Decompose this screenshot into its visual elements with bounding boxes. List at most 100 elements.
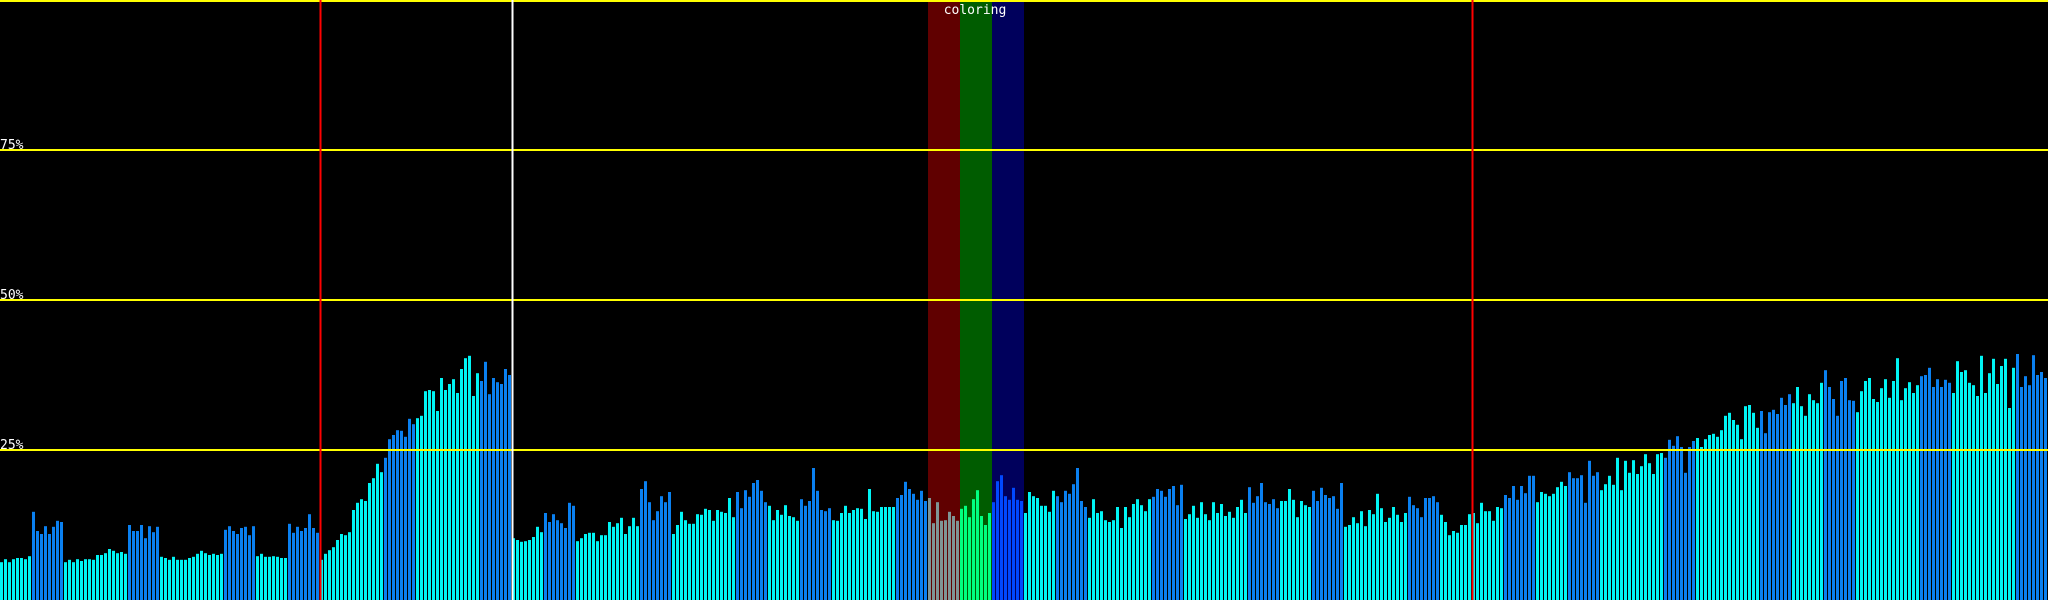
bar bbox=[1520, 486, 1523, 600]
bar bbox=[692, 523, 695, 600]
bar bbox=[1064, 490, 1067, 600]
bar bbox=[1420, 517, 1423, 600]
bar bbox=[260, 553, 263, 600]
bar bbox=[608, 522, 611, 600]
bar bbox=[1896, 358, 1899, 600]
bar bbox=[1076, 468, 1079, 600]
bar bbox=[1592, 475, 1595, 600]
bar bbox=[1300, 501, 1303, 600]
bar bbox=[944, 520, 947, 600]
bar bbox=[1224, 516, 1227, 600]
bar bbox=[804, 505, 807, 600]
bar bbox=[96, 555, 99, 600]
bar bbox=[92, 559, 95, 600]
bar bbox=[24, 559, 27, 600]
bar bbox=[1028, 492, 1031, 600]
bar bbox=[2016, 354, 2019, 600]
bar bbox=[316, 532, 319, 600]
bar bbox=[1428, 498, 1431, 600]
bar bbox=[1400, 522, 1403, 600]
bar bbox=[1328, 498, 1331, 600]
bar bbox=[2040, 372, 2043, 600]
bar bbox=[180, 559, 183, 600]
bar bbox=[1348, 525, 1351, 600]
bar bbox=[1120, 528, 1123, 600]
bar bbox=[1476, 523, 1479, 600]
bar bbox=[856, 508, 859, 600]
bar bbox=[184, 559, 187, 600]
bar bbox=[616, 523, 619, 600]
bar bbox=[892, 507, 895, 600]
bar bbox=[120, 552, 123, 600]
bar bbox=[1016, 499, 1019, 600]
bar bbox=[356, 502, 359, 600]
bar bbox=[1332, 496, 1335, 600]
bar bbox=[1124, 507, 1127, 600]
bar bbox=[1628, 472, 1631, 600]
bar bbox=[372, 478, 375, 600]
bar bbox=[4, 559, 7, 600]
bar bbox=[1304, 505, 1307, 600]
bar bbox=[1100, 511, 1103, 600]
bar bbox=[1756, 427, 1759, 600]
bar bbox=[1192, 505, 1195, 600]
bar bbox=[1640, 466, 1643, 600]
bar bbox=[156, 526, 159, 600]
bar bbox=[528, 540, 531, 600]
bar bbox=[176, 559, 179, 600]
bar bbox=[208, 555, 211, 600]
bar bbox=[552, 514, 555, 600]
bar bbox=[1696, 438, 1699, 600]
bar bbox=[2008, 408, 2011, 600]
bar bbox=[368, 483, 371, 600]
bar bbox=[236, 534, 239, 600]
bar bbox=[384, 457, 387, 600]
bar bbox=[496, 382, 499, 600]
bar bbox=[1312, 490, 1315, 600]
bar bbox=[848, 513, 851, 600]
bar bbox=[1548, 496, 1551, 600]
bar bbox=[952, 516, 955, 600]
bar bbox=[1416, 508, 1419, 600]
bar bbox=[348, 532, 351, 600]
bar bbox=[1556, 487, 1559, 600]
bar bbox=[56, 520, 59, 600]
bar bbox=[1676, 436, 1679, 600]
bar bbox=[1376, 493, 1379, 600]
bar bbox=[1512, 486, 1515, 600]
bar bbox=[1260, 483, 1263, 600]
bar bbox=[668, 492, 671, 600]
bar bbox=[1144, 511, 1147, 600]
bar bbox=[732, 517, 735, 600]
bar bbox=[1816, 403, 1819, 600]
bar bbox=[280, 558, 283, 600]
bar bbox=[1092, 499, 1095, 600]
bar bbox=[1460, 525, 1463, 600]
bar bbox=[44, 526, 47, 600]
bar bbox=[1176, 505, 1179, 600]
bar bbox=[8, 562, 11, 600]
bar bbox=[104, 553, 107, 600]
bar bbox=[904, 481, 907, 600]
bar bbox=[520, 541, 523, 600]
bar bbox=[800, 499, 803, 600]
bar bbox=[1744, 406, 1747, 600]
bar bbox=[248, 535, 251, 600]
y-tick-label: 75% bbox=[0, 138, 24, 153]
bar bbox=[1088, 517, 1091, 600]
bar bbox=[324, 553, 327, 600]
bar bbox=[1324, 495, 1327, 600]
bar bbox=[868, 489, 871, 600]
bar bbox=[1948, 382, 1951, 600]
bar bbox=[1196, 517, 1199, 600]
bar bbox=[956, 520, 959, 600]
bar bbox=[1824, 370, 1827, 600]
bar bbox=[1204, 514, 1207, 600]
bar bbox=[1464, 525, 1467, 600]
bar bbox=[680, 511, 683, 600]
bar bbox=[1892, 381, 1895, 600]
bar bbox=[752, 483, 755, 600]
bar bbox=[768, 505, 771, 600]
bar bbox=[968, 517, 971, 600]
bar bbox=[1828, 387, 1831, 600]
